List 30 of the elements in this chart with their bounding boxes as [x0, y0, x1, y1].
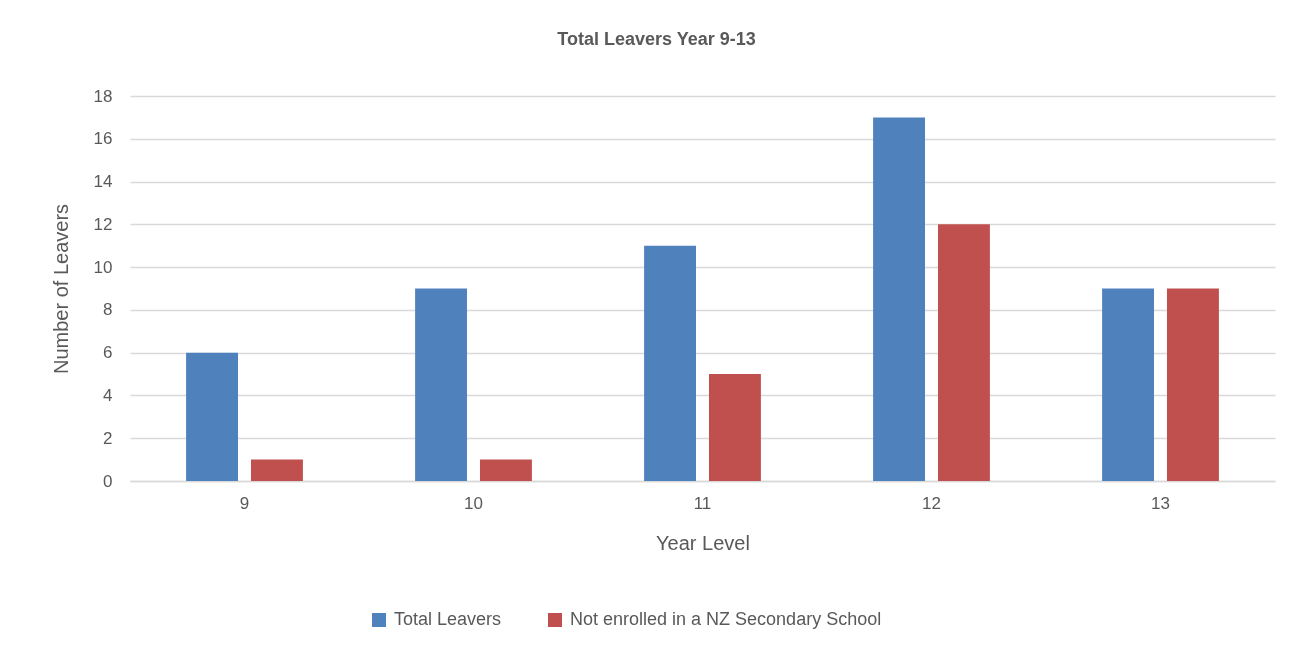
legend-label: Total Leavers [394, 609, 502, 629]
y-tick-label: 6 [103, 343, 113, 363]
x-tick-label: 11 [693, 493, 712, 513]
x-tick-label: 9 [239, 493, 250, 513]
bar [644, 245, 697, 481]
bar [873, 117, 926, 481]
bar [708, 374, 761, 481]
x-tick-label: 12 [922, 493, 941, 513]
bar [415, 288, 468, 481]
bar [1166, 288, 1219, 481]
y-tick-label: 8 [103, 300, 113, 320]
x-axis-title: Year Level [656, 531, 750, 554]
y-tick-label: 16 [93, 129, 113, 149]
bar [186, 352, 239, 481]
y-tick-label: 10 [93, 257, 113, 277]
chart-title: Total Leavers Year 9-13 [557, 29, 756, 49]
bar [937, 224, 990, 481]
y-tick-label: 4 [103, 385, 113, 405]
bar [479, 459, 532, 481]
y-tick-label: 14 [93, 172, 113, 192]
bar [250, 459, 303, 481]
y-tick-label: 2 [103, 428, 113, 448]
y-tick-label: 12 [93, 214, 113, 234]
x-tick-label: 10 [464, 493, 483, 513]
y-tick-label: 18 [93, 86, 113, 106]
y-tick-label: 0 [103, 471, 113, 491]
x-tick-label: 13 [1151, 493, 1170, 513]
legend-label: Not enrolled in a NZ Secondary School [570, 609, 882, 629]
y-axis-title: Number of Leavers [49, 203, 72, 375]
bar [1102, 288, 1155, 481]
